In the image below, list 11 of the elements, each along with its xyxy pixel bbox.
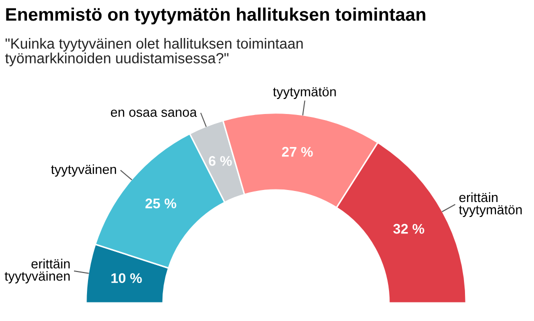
- data-label: 25 %: [145, 198, 176, 208]
- slice-label: en osaa sanoa: [110, 110, 197, 117]
- slice-label: tyytymätön: [273, 87, 336, 100]
- slice-label: erittäin tyytyväinen: [4, 258, 70, 284]
- data-label: 27 %: [282, 146, 313, 157]
- chart-title: Enemmistö on tyytymätön hallituksen toimintaan: [6, 8, 426, 24]
- chart-subtitle: "Kuinka tyytyväinen olet hallituksen toimintaan työmarkkinoiden uudistamisessa?": [5, 38, 303, 66]
- slice-label: erittäin tyytymätön: [458, 192, 522, 218]
- slice-label: tyytyväinen: [51, 164, 116, 177]
- data-label: 32 %: [393, 224, 424, 234]
- data-label: 10 %: [111, 273, 142, 284]
